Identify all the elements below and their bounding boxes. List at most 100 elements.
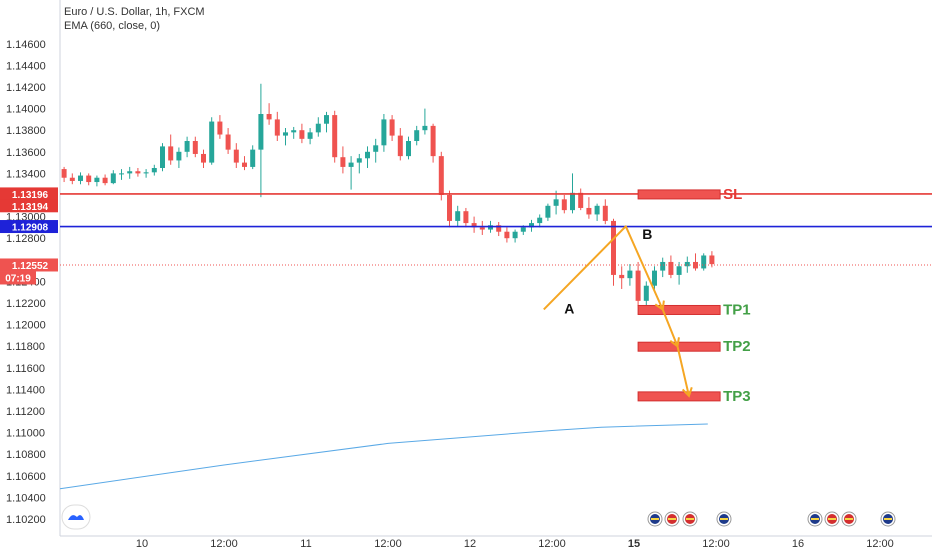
candle — [430, 123, 436, 163]
economic-event-flag-icon[interactable] — [880, 511, 896, 527]
price-tick-label: 1.10200 — [6, 514, 46, 526]
candle — [635, 261, 641, 307]
flag-icon-stripe — [651, 518, 659, 520]
candle-body — [266, 114, 272, 120]
candle — [86, 173, 92, 186]
legend-title: Euro / U.S. Dollar, 1h, FXCM — [64, 6, 205, 18]
candle — [184, 136, 190, 158]
candle-body — [676, 266, 682, 275]
ema-line — [59, 423, 708, 490]
candle-body — [365, 151, 370, 159]
zone-sl[interactable]: SL — [637, 186, 742, 203]
candle-body — [709, 255, 715, 265]
candle-body — [422, 125, 428, 131]
candle-body — [356, 158, 362, 163]
candle — [266, 103, 272, 125]
economic-event-flag-icon[interactable] — [841, 511, 857, 527]
candle — [151, 164, 157, 176]
economic-event-flag-icon[interactable] — [647, 511, 663, 527]
candle-body — [406, 141, 411, 157]
candle — [233, 143, 239, 168]
price-tick-label: 1.11200 — [6, 406, 45, 418]
candle-body — [627, 270, 633, 279]
candles — [61, 83, 715, 310]
economic-event-flag-icon[interactable] — [664, 511, 680, 527]
candle-body — [176, 151, 182, 161]
price-tick-label: 1.14600 — [6, 39, 46, 51]
price-tag-timer-bg — [0, 271, 36, 285]
candle-body — [151, 168, 157, 173]
price-tick-label: 1.12800 — [6, 233, 46, 245]
time-axis[interactable]: 10 12:00 11 12:00 12 12:00 15 12:00 16 12:00 — [136, 538, 894, 550]
target-zones[interactable]: SL TP1 TP2 TP3 — [637, 186, 751, 405]
candle — [225, 128, 231, 154]
candle-body — [463, 211, 469, 224]
candle-body — [594, 205, 600, 215]
candle — [701, 253, 707, 271]
horizontal-levels[interactable] — [60, 193, 932, 266]
zone-tp3[interactable]: TP3 — [637, 388, 751, 405]
economic-event-flag-icon[interactable] — [824, 511, 840, 527]
price-tick-label: 1.11800 — [6, 341, 45, 353]
candle — [119, 169, 124, 180]
price-tick-label: 1.14000 — [6, 104, 46, 116]
candle — [315, 117, 321, 137]
event-markers[interactable] — [647, 511, 896, 527]
candle-body — [397, 135, 403, 157]
candle-body — [414, 130, 420, 141]
economic-event-flag-icon[interactable] — [807, 511, 823, 527]
price-axis[interactable]: 1.14600 1.14400 1.14200 1.14000 1.13800 1.136… — [6, 39, 46, 526]
time-tick-label: 12:00 — [210, 538, 238, 550]
candle — [463, 207, 469, 228]
candle — [373, 138, 379, 163]
zone-box[interactable] — [637, 304, 721, 315]
candle — [94, 175, 100, 187]
candle — [438, 151, 444, 201]
candle — [274, 111, 280, 141]
zone-tp1[interactable]: TP1 — [637, 301, 751, 318]
candle — [471, 216, 477, 233]
price-tag: 1.13194 — [0, 199, 58, 213]
candle — [283, 128, 288, 146]
candle — [578, 188, 584, 211]
candle — [381, 114, 387, 152]
candle — [422, 108, 428, 135]
zone-box[interactable] — [637, 391, 721, 402]
zone-tp2[interactable]: TP2 — [637, 338, 751, 355]
candle-body — [307, 132, 313, 139]
time-tick-label: 16 — [792, 538, 804, 550]
candle-body — [693, 261, 698, 269]
candle-body — [340, 157, 346, 167]
candle — [627, 264, 633, 286]
legend-indicator: EMA (660, close, 0) — [64, 20, 160, 32]
projection-path[interactable]: AB — [543, 225, 693, 398]
candle — [676, 261, 682, 285]
tradingview-logo[interactable] — [61, 504, 91, 530]
economic-event-flag-icon[interactable] — [682, 511, 698, 527]
candle-body — [668, 261, 674, 275]
candle-body — [381, 119, 387, 146]
candle — [102, 174, 108, 186]
candle — [512, 229, 518, 243]
zone-box[interactable] — [637, 189, 721, 200]
candle — [537, 214, 543, 228]
candle-body — [168, 146, 174, 161]
candle-body — [570, 192, 575, 211]
candle-body — [299, 130, 305, 139]
candle-body — [635, 270, 641, 301]
candle-body — [545, 205, 551, 218]
candle — [545, 203, 551, 221]
candle — [389, 115, 395, 141]
price-tick-label: 1.10800 — [6, 449, 46, 461]
ema-series — [59, 423, 708, 490]
price-tag-value: 1.12552 — [12, 261, 49, 272]
economic-event-flag-icon[interactable] — [716, 511, 732, 527]
candle-body — [660, 261, 666, 271]
candle — [447, 190, 452, 228]
candle — [348, 156, 354, 190]
candle-body — [102, 177, 108, 184]
price-tick-label: 1.10600 — [6, 471, 46, 483]
